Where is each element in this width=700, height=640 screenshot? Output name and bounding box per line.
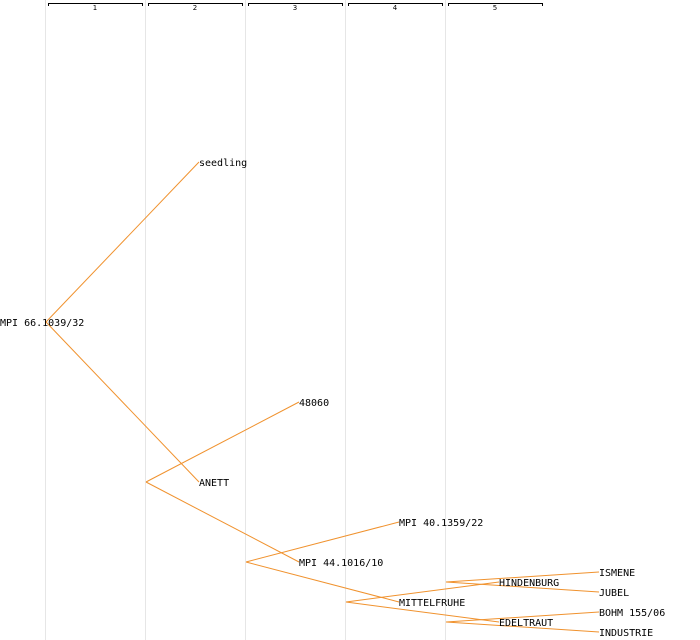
generation-number-2: 2 <box>193 4 197 12</box>
edge-n0-n2 <box>45 321 200 483</box>
generation-bracket-3 <box>248 3 343 6</box>
generation-bracket-4 <box>348 3 443 6</box>
pedigree-node-n0[interactable]: MPI 66.1039/32 <box>0 318 84 329</box>
pedigree-node-n12[interactable]: INDUSTRIE <box>599 628 653 639</box>
generation-number-3: 3 <box>293 4 297 12</box>
pedigree-node-n8[interactable]: EDELTRAUT <box>499 618 553 629</box>
generation-ruler: 1 2 3 4 5 <box>48 3 543 12</box>
pedigree-node-n11[interactable]: BOHM 155/06 <box>599 608 665 619</box>
edge-n2-n4 <box>145 481 300 563</box>
pedigree-node-n4[interactable]: MPI 44.1016/10 <box>299 558 383 569</box>
generation-dividers <box>45 0 446 640</box>
edge-n8-n12 <box>445 621 600 633</box>
generation-number-4: 4 <box>393 4 398 12</box>
edge-n7-n9 <box>445 571 600 583</box>
pedigree-node-n5[interactable]: MPI 40.1359/22 <box>399 518 483 529</box>
pedigree-node-n1[interactable]: seedling <box>199 158 247 169</box>
generation-number-1: 1 <box>93 4 97 12</box>
generation-bracket-1 <box>48 3 143 6</box>
edge-n8-n11 <box>445 611 600 623</box>
generation-bracket-2 <box>148 3 243 6</box>
pedigree-node-n7[interactable]: HINDENBURG <box>499 578 559 589</box>
pedigree-node-n9[interactable]: ISMENE <box>599 568 635 579</box>
pedigree-node-n10[interactable]: JUBEL <box>599 588 629 599</box>
pedigree-node-n6[interactable]: MITTELFRUHE <box>399 598 465 609</box>
pedigree-nodes: MPI 66.1039/32 seedling ANETT 48060 MPI 44.1… <box>0 158 665 639</box>
edge-n4-n5 <box>245 521 400 563</box>
edge-n4-n6 <box>245 561 400 603</box>
edge-n2-n3 <box>145 401 300 483</box>
edge-n0-n1 <box>45 161 200 323</box>
edge-n6-n7 <box>345 581 500 603</box>
generation-number-5: 5 <box>493 4 497 12</box>
edge-n7-n10 <box>445 581 600 593</box>
pedigree-node-n3[interactable]: 48060 <box>299 398 329 409</box>
pedigree-edges <box>45 161 600 633</box>
edge-n6-n8 <box>345 601 500 623</box>
pedigree-node-n2[interactable]: ANETT <box>199 478 229 489</box>
generation-bracket-5 <box>448 3 543 6</box>
